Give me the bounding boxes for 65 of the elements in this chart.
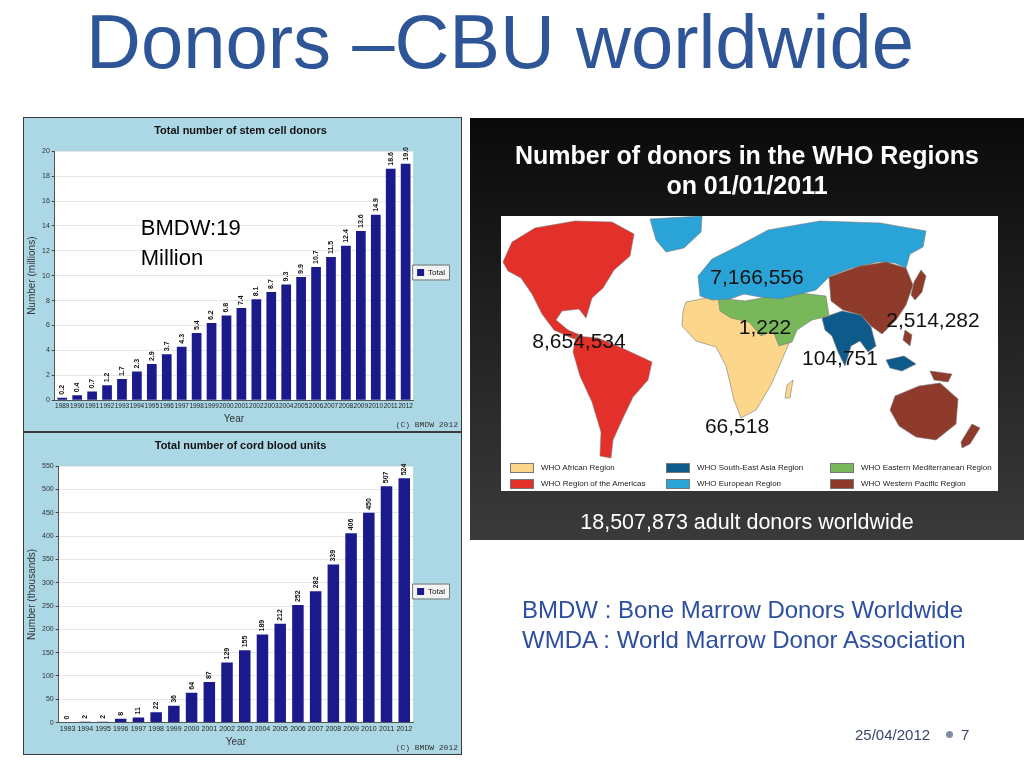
bar xyxy=(266,291,277,400)
y-axis-title: Number (millions) xyxy=(25,236,37,315)
text: 7,166,556 xyxy=(710,265,804,288)
bar xyxy=(385,168,396,400)
text: Donors –CBU worldwide xyxy=(85,0,915,84)
bar xyxy=(146,364,157,400)
chart-title: Total number of cord blood units xyxy=(154,438,327,451)
category-label: WHO Region of the Americas xyxy=(541,478,646,490)
annotation: BMDW:19 Million xyxy=(140,214,242,273)
bar xyxy=(309,591,322,723)
bar xyxy=(191,332,202,400)
category-label: WHO South-East Asia Region xyxy=(697,462,804,474)
bar xyxy=(132,371,142,400)
bar xyxy=(400,163,411,400)
bar xyxy=(161,354,172,400)
bar xyxy=(274,623,286,723)
text: 66,518 xyxy=(704,414,770,437)
category-label: WHO Eastern Mediterranean Region xyxy=(861,462,992,474)
bar xyxy=(345,533,357,723)
bar xyxy=(221,662,233,723)
bar xyxy=(236,308,247,400)
category-label: WHO African Region xyxy=(541,462,615,474)
bar xyxy=(398,478,410,723)
bar xyxy=(341,245,351,400)
bar xyxy=(256,634,269,723)
x-axis-title: Year xyxy=(223,412,245,424)
text: Number of donors in the WHO Regions on 01/01/2011 xyxy=(514,140,980,200)
category-label: WHO European Region xyxy=(697,478,782,490)
bar xyxy=(102,385,112,400)
bar xyxy=(117,379,127,400)
x-axis-title: Year xyxy=(225,735,247,747)
bar xyxy=(238,650,251,723)
bar xyxy=(380,486,393,723)
bar xyxy=(296,276,306,400)
bar xyxy=(326,257,336,400)
text: WMDA : World Marrow Donor Association xyxy=(522,625,966,655)
text: 18,507,873 adult donors worldwide xyxy=(579,509,915,535)
bar xyxy=(87,391,97,400)
bar xyxy=(176,346,187,400)
bar xyxy=(221,315,232,400)
text: (C) BMDW 2012 xyxy=(395,743,458,753)
bar xyxy=(251,299,262,400)
legend-label: Total xyxy=(428,586,446,596)
chart-title: Total number of stem cell donors xyxy=(154,123,327,136)
bar xyxy=(132,717,145,723)
bar xyxy=(311,266,321,400)
bar xyxy=(281,284,292,400)
bar xyxy=(168,705,180,723)
bar xyxy=(185,692,198,723)
legend-label: Total xyxy=(428,267,446,277)
bar xyxy=(356,230,366,400)
bar xyxy=(206,323,217,400)
text: 7 xyxy=(961,726,970,744)
bar xyxy=(370,214,381,400)
y-axis-title: Number (thousands) xyxy=(25,548,37,640)
bar xyxy=(327,564,340,723)
bar xyxy=(292,605,304,723)
bar xyxy=(363,512,375,723)
category-label: WHO Western Pacific Region xyxy=(861,478,966,490)
bar xyxy=(203,682,216,723)
bar xyxy=(150,712,162,723)
bar xyxy=(72,395,83,400)
text: 25/04/2012 xyxy=(855,726,931,744)
text: (C) BMDW 2012 xyxy=(395,420,458,430)
text: BMDW : Bone Marrow Donors Worldwide xyxy=(522,595,964,625)
